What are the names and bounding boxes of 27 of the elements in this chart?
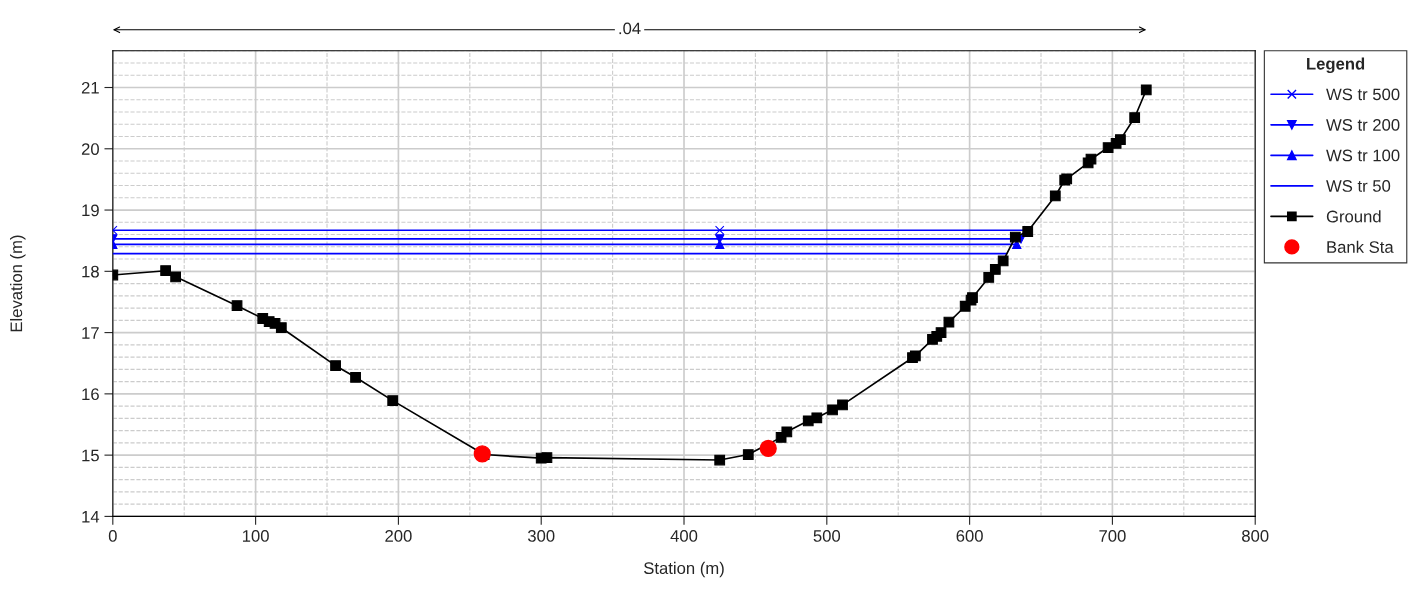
legend-label: WS tr 50 bbox=[1326, 180, 1391, 192]
x-tick-label: 100 bbox=[242, 530, 269, 542]
legend-label: WS tr 500 bbox=[1326, 88, 1400, 101]
x-tick-label: 600 bbox=[956, 530, 983, 542]
y-axis-title: Elevation (m) bbox=[9, 235, 26, 332]
x-tick-label: 700 bbox=[1099, 530, 1126, 542]
x-tick-label: 300 bbox=[527, 530, 555, 542]
legend-label: Bank Sta bbox=[1327, 240, 1394, 253]
legend-label: WS tr 200 bbox=[1326, 119, 1400, 131]
y-tick-label: 16 bbox=[82, 388, 99, 401]
y-tick-label: 21 bbox=[81, 81, 99, 94]
x-tick-label: 800 bbox=[1242, 530, 1269, 542]
x-tick-label: 200 bbox=[385, 530, 412, 542]
x-axis-title: Station (m) bbox=[644, 561, 724, 578]
y-tick-label: 18 bbox=[82, 265, 99, 278]
y-tick-label: 17 bbox=[82, 327, 99, 339]
x-tick-label: 400 bbox=[670, 530, 698, 542]
y-tick-label: 20 bbox=[81, 143, 99, 155]
y-tick-label: 19 bbox=[82, 204, 99, 217]
legend-label: Ground bbox=[1326, 210, 1381, 223]
legend-label: WS tr 100 bbox=[1326, 149, 1400, 162]
legend-title: Legend bbox=[1307, 57, 1365, 74]
x-tick-label: 500 bbox=[813, 530, 841, 542]
y-tick-label: 15 bbox=[82, 449, 99, 462]
x-tick-label: 0 bbox=[108, 530, 117, 542]
y-tick-label: 14 bbox=[82, 510, 100, 523]
text: .04 bbox=[619, 22, 641, 35]
